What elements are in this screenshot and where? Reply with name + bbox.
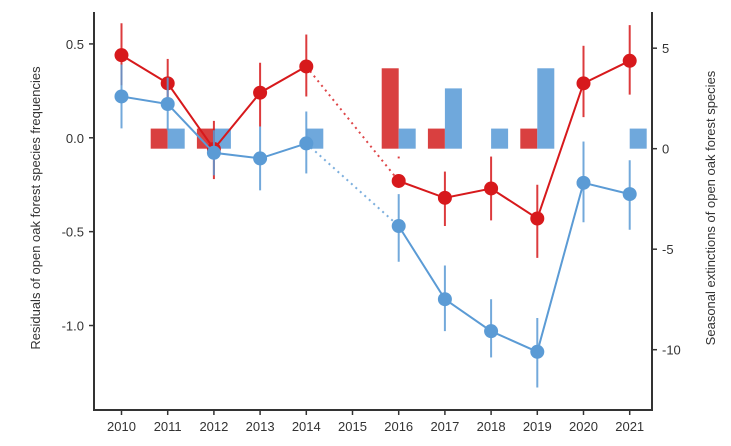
- blue-point-2019: [530, 344, 545, 359]
- red-bar-2011: [150, 128, 168, 149]
- y-left-tick-label-2: -0.5: [62, 225, 84, 240]
- x-tick-label-2010: 2010: [107, 419, 136, 434]
- y-left-tick-label-1: 0.0: [66, 131, 84, 146]
- x-tick-label-2014: 2014: [292, 419, 321, 434]
- blue-point-2020: [576, 175, 591, 190]
- red-point-2021: [622, 53, 637, 68]
- blue-bar-2018: [491, 128, 509, 149]
- x-tick-label-2012: 2012: [199, 419, 228, 434]
- red-point-2013: [253, 85, 268, 100]
- y-right-tick-label-3: -10: [662, 343, 681, 358]
- y-left-tick-label-3: -1.0: [62, 319, 84, 334]
- blue-series-gap-line: [305, 142, 400, 227]
- blue-bar-2017: [444, 88, 462, 149]
- blue-bar-2016: [398, 128, 416, 149]
- x-tick-label-2020: 2020: [569, 419, 598, 434]
- red-point-2019: [530, 211, 545, 226]
- x-tick-label-2011: 2011: [154, 419, 182, 434]
- y-left-tick-label-0: 0.5: [66, 37, 84, 52]
- blue-point-2011: [160, 96, 175, 111]
- blue-point-2017: [437, 292, 452, 307]
- red-series-line-b: [398, 59, 631, 221]
- blue-point-2014: [299, 136, 314, 151]
- blue-series-line-b: [397, 181, 630, 354]
- red-point-2014: [299, 59, 314, 74]
- y-right-tick-label-2: -5: [662, 242, 674, 257]
- red-point-2017: [437, 190, 452, 205]
- red-bar-2017: [427, 128, 445, 149]
- blue-point-2010: [114, 89, 129, 104]
- red-series-gap-line: [305, 65, 400, 182]
- y-right-tick-label-0: 5: [662, 41, 669, 56]
- red-bar-2016: [381, 68, 399, 149]
- red-point-2018: [484, 181, 499, 196]
- blue-bar-2019: [537, 68, 555, 149]
- axes-layer: [93, 12, 653, 411]
- lines-layer: [114, 23, 637, 388]
- red-bar-2019: [520, 128, 538, 149]
- y-axis-title-left: Residuals of open oak forest species fre…: [28, 66, 43, 350]
- x-tick-label-2019: 2019: [523, 419, 552, 434]
- blue-point-2013: [253, 151, 268, 166]
- red-point-2020: [576, 76, 591, 91]
- x-tick-label-2018: 2018: [477, 419, 506, 434]
- blue-point-2021: [622, 187, 637, 202]
- red-point-2016: [391, 173, 406, 188]
- ticks-layer: 2010 2011 2012 2013 2014 2015 2016 2017 2018 2019…: [62, 37, 681, 434]
- y-axis-title-right: Seasonal extinctions of open oak forest …: [703, 70, 718, 345]
- y-right-tick-label-1: 0: [662, 142, 669, 157]
- x-tick-label-2016: 2016: [384, 419, 413, 434]
- x-tick-label-2013: 2013: [246, 419, 275, 434]
- blue-point-2016: [391, 219, 406, 234]
- x-tick-label-2017: 2017: [430, 419, 459, 434]
- blue-point-2012: [206, 145, 221, 160]
- blue-bar-2011: [167, 128, 185, 149]
- blue-bar-2021: [629, 128, 647, 149]
- x-tick-label-2015: 2015: [338, 419, 367, 434]
- red-point-2010: [114, 48, 129, 63]
- x-tick-label-2021: 2021: [615, 419, 644, 434]
- blue-point-2018: [484, 324, 499, 339]
